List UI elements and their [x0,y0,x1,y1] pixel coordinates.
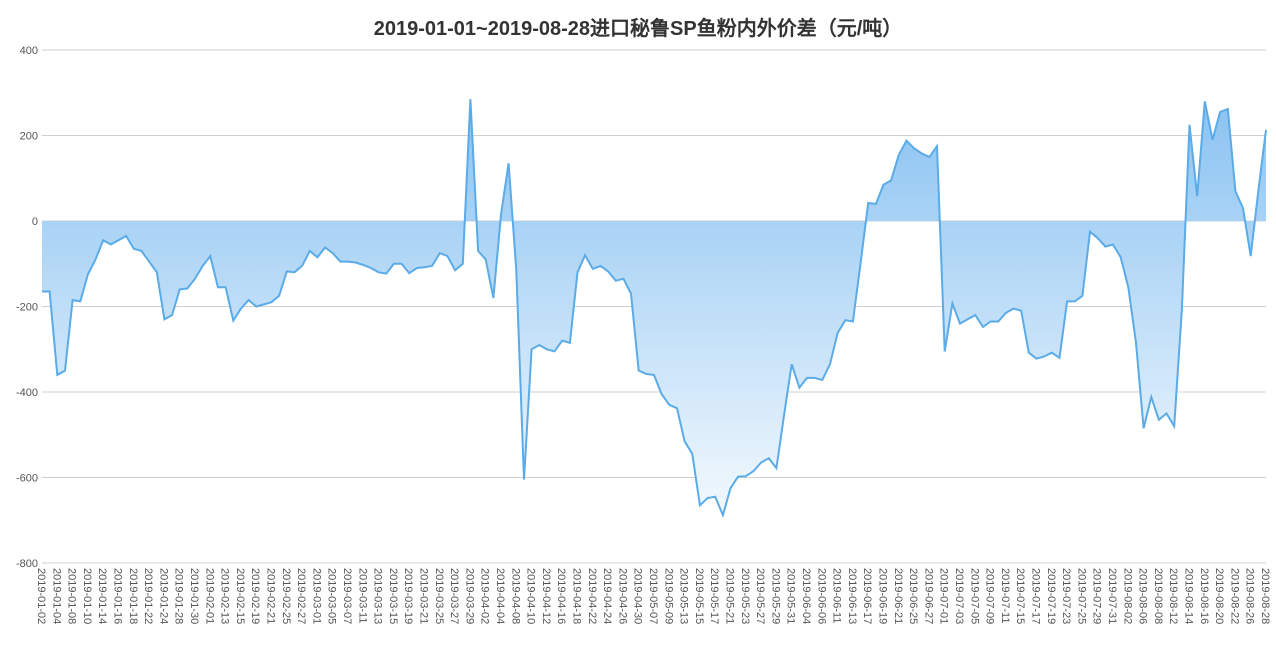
x-tick-label: 2019-03-25 [433,568,445,624]
x-tick-label: 2019-08-06 [1137,568,1149,624]
x-tick-label: 2019-04-02 [479,568,491,624]
x-tick-label: 2019-08-28 [1259,568,1271,624]
x-tick-label: 2019-06-25 [907,568,919,624]
x-tick-label: 2019-07-03 [953,568,965,624]
x-tick-label: 2019-04-16 [555,568,567,624]
x-tick-label: 2019-07-19 [1045,568,1057,624]
x-tick-label: 2019-02-25 [280,568,292,624]
x-tick-label: 2019-07-31 [1106,568,1118,624]
x-tick-label: 2019-07-23 [1060,568,1072,624]
y-tick-label: -800 [16,558,38,570]
x-tick-label: 2019-04-10 [525,568,537,624]
x-tick-label: 2019-08-14 [1183,568,1195,624]
x-tick-label: 2019-06-13 [846,568,858,624]
x-tick-label: 2019-02-01 [203,568,215,624]
x-tick-label: 2019-03-07 [341,568,353,624]
x-tick-label: 2019-07-15 [1014,568,1026,624]
x-tick-label: 2019-02-15 [234,568,246,624]
x-tick-label: 2019-05-07 [647,568,659,624]
x-tick-label: 2019-01-14 [96,568,108,624]
x-tick-label: 2019-04-26 [616,568,628,624]
x-tick-label: 2019-06-04 [800,568,812,624]
x-tick-label: 2019-07-11 [999,568,1011,623]
x-tick-label: 2019-02-21 [265,568,277,624]
x-tick-label: 2019-06-17 [861,568,873,624]
x-tick-label: 2019-01-24 [157,568,169,624]
x-tick-label: 2019-07-29 [1091,568,1103,624]
x-tick-label: 2019-04-24 [601,568,613,624]
x-tick-label: 2019-01-28 [173,568,185,624]
x-tick-label: 2019-04-08 [509,568,521,624]
x-tick-label: 2019-01-18 [127,568,139,624]
x-tick-label: 2019-07-05 [968,568,980,624]
x-tick-label: 2019-05-09 [662,568,674,624]
line [42,99,1267,519]
x-tick-label: 2019-08-16 [1198,568,1210,624]
x-tick-label: 2019-06-27 [922,568,934,624]
x-tick-label: 2019-03-11 [356,568,368,623]
x-tick-label: 2019-05-31 [785,568,797,624]
x-tick-label: 2019-01-04 [50,568,62,624]
x-tick-label: 2019-03-01 [310,568,322,624]
x-tick-label: 2019-04-12 [540,568,552,624]
x-tick-label: 2019-04-22 [586,568,598,624]
x-tick-label: 2019-07-01 [938,568,950,624]
x-tick-label: 2019-02-27 [295,568,307,624]
x-tick-label: 2019-04-04 [494,568,506,624]
x-tick-label: 2019-03-13 [372,568,384,624]
x-tick-label: 2019-03-29 [463,568,475,624]
x-tick-label: 2019-01-22 [142,568,154,624]
x-tick-label: 2019-07-09 [984,568,996,624]
x-tick-label: 2019-01-02 [35,568,47,624]
x-tick-label: 2019-03-21 [418,568,430,624]
x-tick-label: 2019-01-10 [81,568,93,624]
x-tick-label: 2019-04-30 [632,568,644,624]
x-tick-label: 2019-05-17 [708,568,720,624]
x-tick-label: 2019-02-19 [249,568,261,624]
x-tick-label: 2019-08-26 [1244,568,1256,624]
x-tick-label: 2019-03-15 [387,568,399,624]
x-tick-label: 2019-04-18 [571,568,583,624]
y-tick-label: -200 [16,302,38,314]
x-tick-label: 2019-08-12 [1167,568,1179,624]
x-tick-label: 2019-08-20 [1213,568,1225,624]
x-tick-label: 2019-01-30 [188,568,200,624]
x-tick-label: 2019-01-16 [112,568,124,624]
x-tick-label: 2019-07-17 [1030,568,1042,624]
x-tick-label: 2019-05-13 [678,568,690,624]
x-tick-label: 2019-06-19 [877,568,889,624]
y-tick-label: 200 [20,131,38,143]
x-tick-label: 2019-07-25 [1075,568,1087,624]
chart-title: 2019-01-01~2019-08-28进口秘鲁SP鱼粉内外价差（元/吨） [374,16,903,40]
y-tick-label: 400 [20,45,38,57]
x-tick-label: 2019-06-11 [831,568,843,623]
x-tick-label: 2019-08-22 [1228,568,1240,624]
x-tick-label: 2019-08-08 [1152,568,1164,624]
x-tick-label: 2019-03-27 [448,568,460,624]
x-tick-label: 2019-05-23 [739,568,751,624]
x-tick-label: 2019-03-19 [402,568,414,624]
area [42,99,1266,516]
x-tick-label: 2019-05-21 [724,568,736,624]
x-tick-label: 2019-06-21 [892,568,904,624]
x-tick-label: 2019-05-15 [693,568,705,624]
x-tick-label: 2019-06-06 [815,568,827,624]
y-tick-label: -400 [16,387,38,399]
x-tick-label: 2019-05-29 [769,568,781,624]
x-tick-label: 2019-02-13 [219,568,231,624]
x-tick-label: 2019-05-27 [754,568,766,624]
y-tick-label: 0 [32,216,38,228]
x-tick-label: 2019-01-08 [66,568,78,624]
y-tick-label: -600 [16,473,38,485]
x-tick-label: 2019-08-02 [1121,568,1133,624]
x-tick-label: 2019-03-05 [326,568,338,624]
